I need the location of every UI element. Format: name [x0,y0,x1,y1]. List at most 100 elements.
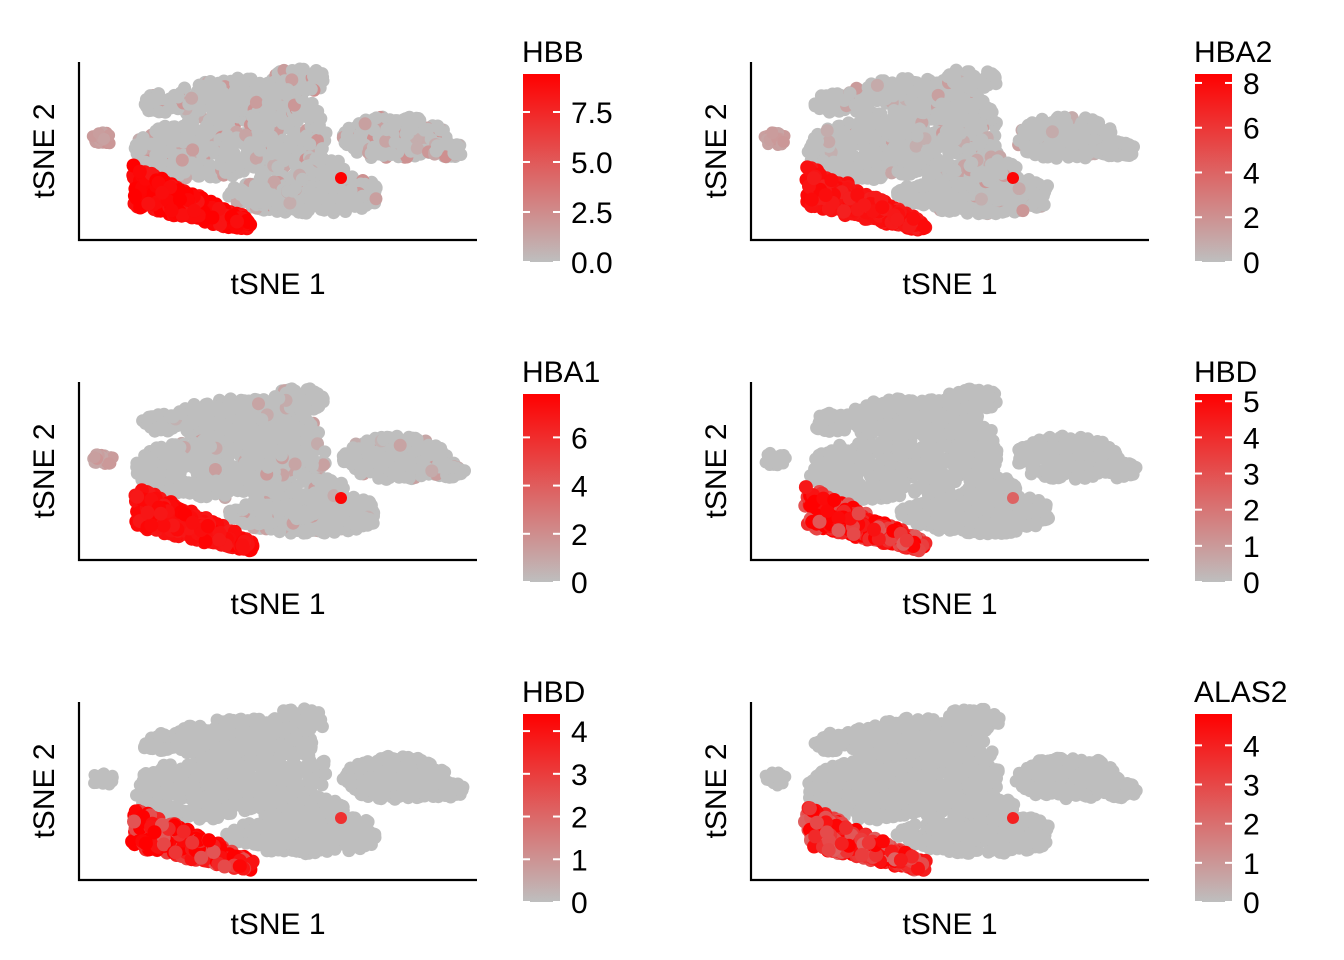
cell-point [1018,138,1032,152]
cell-point [355,189,369,203]
cell-point [289,131,303,145]
cell-point [870,78,884,92]
cell-point [369,192,383,206]
cell-point [271,160,285,174]
cell-point [1026,119,1040,133]
cell-point [956,190,970,204]
cell-point [910,129,924,143]
cell-point [891,164,905,178]
legend-tick-label: 7.5 [571,97,613,130]
cell-point [410,141,424,155]
cell-point [364,146,378,160]
cell-point [127,188,142,203]
legend-tick-label: 2.5 [571,197,613,230]
cell-point [396,113,410,127]
legend-tick-label: 6 [1243,113,1260,146]
cell-point [935,97,949,111]
cell-point [350,145,364,159]
cell-point [913,156,927,170]
cell-point [380,123,394,137]
cell-point [1016,204,1030,218]
cell-point [248,83,262,97]
cell-point [150,441,164,455]
cell-point [837,204,852,219]
cell-point [405,122,419,136]
cell-point [287,113,301,127]
cell-point [239,92,253,106]
cell-point [852,158,866,172]
cell-point [358,117,372,131]
cell-point [949,77,963,91]
cell-point [801,145,815,159]
cell-point [297,62,310,76]
cell-point [154,142,168,156]
x-axis-title: tSNE 1 [230,268,325,301]
cell-point [1043,144,1057,158]
cell-point [205,210,220,225]
legend-color-bar [523,74,560,262]
cell-point [219,139,233,153]
cell-point [806,171,821,186]
cell-point [917,106,930,120]
cell-point [241,454,255,468]
cell-point [912,196,926,210]
cell-point [974,192,988,206]
cell-point [230,214,244,229]
cell-point [824,173,839,188]
cell-point [955,106,969,120]
cell-points [758,63,1140,237]
cell-point [149,90,162,104]
legend-title: HBB [522,36,584,69]
cell-point [217,117,231,131]
cell-point [1009,160,1023,174]
cell-point [245,109,259,123]
cell-point [344,183,358,197]
cell-point [912,179,926,193]
cell-point [857,198,872,213]
cell-point [305,458,319,471]
cell-point [196,92,210,105]
cell-point [253,143,267,157]
cell-point [232,183,246,197]
cell-point [926,192,940,206]
cell-point [887,104,901,117]
cell-point [283,196,297,210]
cell-point [897,81,911,95]
cell-point [924,178,938,192]
cell-point [338,136,352,150]
cell-point [316,152,330,165]
cell-point [207,403,220,417]
legend-color-bar [1195,74,1232,262]
cell-point [822,135,836,149]
cell-point [927,163,940,177]
cell-point [174,407,188,420]
cell-point [187,413,201,427]
cell-point [234,79,248,93]
cell-point [222,484,236,498]
cell-point [906,211,921,226]
cell-point [965,121,979,135]
cell-point [312,118,326,132]
cell-point [164,203,179,218]
cell-point [209,479,223,492]
cell-point [861,116,875,130]
cell-points [86,62,468,236]
cell-point [130,147,144,161]
highlighted-cell-point [335,172,347,184]
cell-point [819,89,833,103]
cell-point [766,127,779,139]
legend-tick-label: 5.0 [571,147,613,180]
cell-point [295,173,309,187]
cell-point [303,137,317,151]
cell-point [143,452,157,466]
cell-point [255,413,269,427]
cell-point [315,67,329,81]
cell-point [281,141,295,155]
cell-point [875,200,890,215]
cell-point [777,135,790,148]
cell-point [1067,148,1081,162]
cell-point [289,434,303,448]
